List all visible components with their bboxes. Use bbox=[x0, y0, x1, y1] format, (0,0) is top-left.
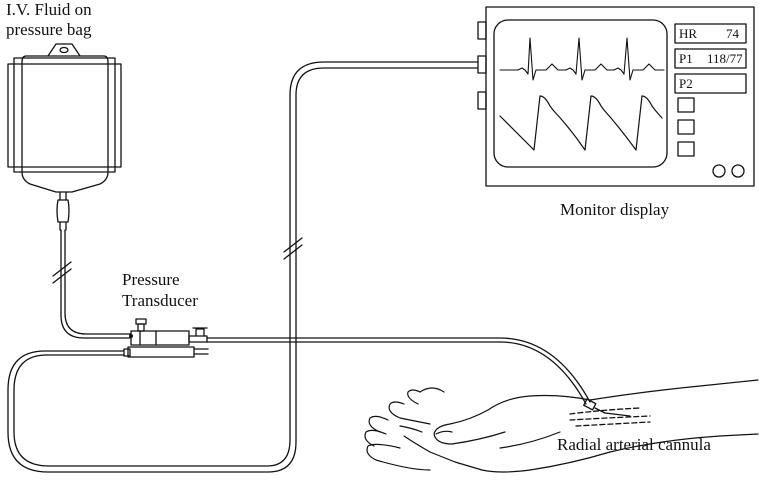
arterial-waveform bbox=[499, 95, 663, 151]
iv-fluid-label-line2: pressure bag bbox=[6, 20, 92, 39]
hr-readout-value: 74 bbox=[726, 26, 739, 41]
transducer-label-line1: Pressure bbox=[122, 270, 180, 289]
iv-tubing bbox=[52, 229, 132, 339]
monitor-label: Monitor display bbox=[560, 200, 670, 219]
transducer-cable bbox=[7, 61, 479, 473]
iv-fluid-label-line1: I.V. Fluid on bbox=[6, 0, 92, 19]
p2-readout-label: P2 bbox=[679, 76, 693, 91]
hand-and-forearm bbox=[364, 379, 759, 473]
monitor-display bbox=[477, 6, 755, 187]
p1-readout-value: 118/77 bbox=[707, 51, 743, 66]
ecg-waveform bbox=[499, 37, 665, 81]
p1-readout-label: P1 bbox=[679, 51, 693, 66]
radial-cannula bbox=[569, 398, 651, 427]
iv-pressure-bag bbox=[7, 43, 122, 231]
cannula-label: Radial arterial cannula bbox=[557, 435, 711, 454]
pressure-transducer bbox=[123, 318, 209, 358]
transducer-label-line2: Transducer bbox=[122, 291, 198, 310]
pressure-tubing bbox=[206, 337, 591, 405]
hr-readout-label: HR bbox=[679, 26, 698, 41]
